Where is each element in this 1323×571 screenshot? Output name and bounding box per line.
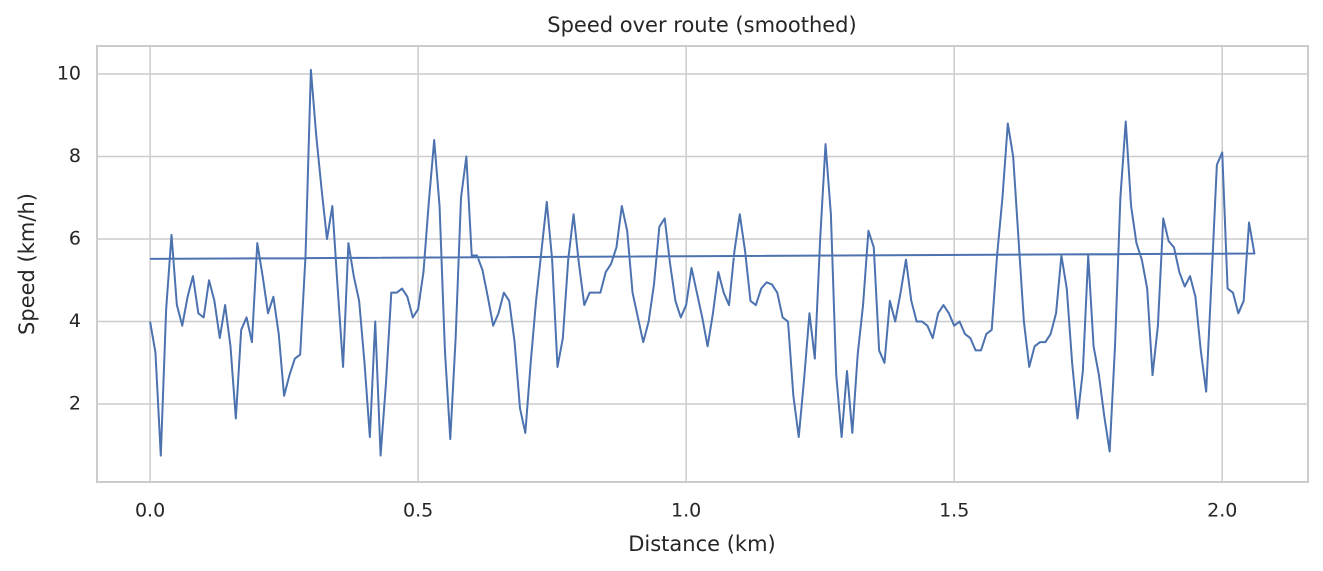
y-tick-label: 6 (69, 228, 81, 250)
plot-frame (96, 45, 1309, 483)
x-tick-label: 1.0 (671, 500, 701, 522)
y-axis-label: Speed (km/h) (15, 193, 39, 335)
x-axis-label: Distance (km) (628, 532, 776, 556)
x-tick-label: 0.0 (135, 500, 165, 522)
x-tick-label: 2.0 (1207, 500, 1237, 522)
y-tick-label: 8 (69, 145, 81, 167)
y-tick-label: 2 (69, 393, 81, 415)
x-tick-label: 1.5 (939, 500, 969, 522)
chart-title: Speed over route (smoothed) (547, 13, 856, 37)
speed-line (149, 68, 1256, 457)
y-tick-label: 10 (57, 63, 81, 85)
y-tick-label: 4 (69, 310, 81, 332)
x-tick-label: 0.5 (403, 500, 433, 522)
